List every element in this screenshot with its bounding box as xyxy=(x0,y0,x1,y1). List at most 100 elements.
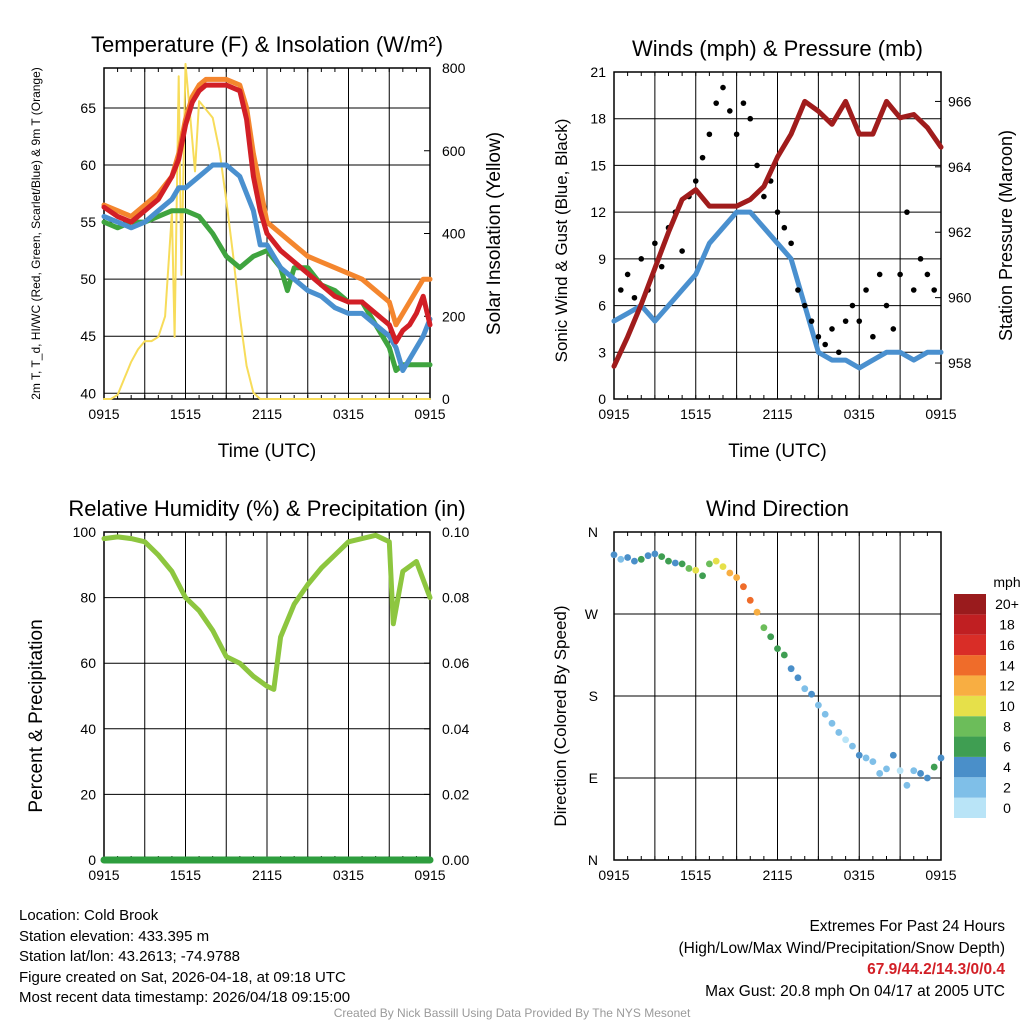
direction-point xyxy=(671,559,679,567)
direction-point xyxy=(794,674,802,682)
y-tick-label: 18 xyxy=(590,111,606,127)
gust-point xyxy=(924,271,931,278)
y-axis-label: 2m T, T_d, HI/WC (Red, Green, Scarlet/Bl… xyxy=(29,67,43,400)
gust-point xyxy=(849,302,856,309)
y-right-tick-label: 0.02 xyxy=(442,786,469,802)
colorbar-swatch xyxy=(954,614,986,635)
y-right-axis-label: Station Pressure (Maroon) xyxy=(996,130,1016,341)
y-tick-label: 60 xyxy=(80,157,96,173)
extremes-info: Extremes For Past 24 Hours (High/Low/Max… xyxy=(679,916,1006,1002)
direction-point xyxy=(814,701,822,709)
y-right-axis-label: Solar Insolation (Yellow) xyxy=(484,132,505,335)
y-tick-label: E xyxy=(589,770,598,786)
direction-point xyxy=(692,566,700,574)
direction-point xyxy=(808,690,815,698)
direction-point xyxy=(617,555,625,563)
gust-point xyxy=(713,100,719,106)
y-tick-label: N xyxy=(588,852,598,868)
panel-3: 0915 1515 2115 0315 0915 Relative Humidity (%… xyxy=(26,496,469,883)
x-tick-label: 0915 xyxy=(925,867,956,883)
gust-point xyxy=(631,294,638,301)
colorbar-label: 12 xyxy=(999,678,1015,694)
direction-point xyxy=(631,557,638,565)
x-tick-label: 2115 xyxy=(762,406,792,422)
location-text: Location: Cold Brook xyxy=(19,907,159,924)
colorbar-label: 16 xyxy=(999,637,1015,653)
gust-point xyxy=(658,263,665,270)
x-tick-label: 1515 xyxy=(680,867,711,883)
gust-point xyxy=(624,271,631,278)
direction-point xyxy=(917,770,924,777)
direction-point xyxy=(699,572,706,580)
y-tick-label: 21 xyxy=(590,64,606,80)
direction-point xyxy=(705,560,713,568)
station-info: Location: Cold Brook Station elevation: … xyxy=(19,906,350,1009)
y-tick-label: 100 xyxy=(73,524,97,540)
colorbar-swatch xyxy=(954,736,986,757)
y-axis-label: Percent & Precipitation xyxy=(26,619,47,812)
gust-point xyxy=(692,178,699,184)
direction-point xyxy=(876,770,884,777)
gust-point xyxy=(801,302,808,309)
wind-line xyxy=(611,209,944,371)
x-tick-label: 0315 xyxy=(333,406,364,422)
direction-point xyxy=(685,565,693,572)
gust-point xyxy=(876,271,883,278)
direction-point xyxy=(644,552,652,560)
gust-point xyxy=(890,326,897,332)
gust-point xyxy=(870,333,876,340)
gust-point xyxy=(883,302,890,309)
direction-point xyxy=(883,765,890,773)
colorbar-label: 2 xyxy=(1003,779,1011,795)
x-tick-label: 1515 xyxy=(170,867,201,883)
max-gust-text: Max Gust: 20.8 mph On 04/17 at 2005 UTC xyxy=(705,982,1005,1000)
y-right-tick-label: 800 xyxy=(442,60,466,76)
rh-line xyxy=(101,532,433,692)
gust-point xyxy=(931,287,937,293)
y-tick-label: 40 xyxy=(80,385,96,401)
direction-point xyxy=(624,554,632,561)
extremes-subtitle: (High/Low/Max Wind/Precipitation/Snow De… xyxy=(678,939,1006,957)
x-tick-label: 0915 xyxy=(598,867,629,883)
gust-point xyxy=(720,84,726,91)
chart-title: Relative Humidity (%) & Precipitation (i… xyxy=(68,496,465,521)
gust-point xyxy=(815,333,822,340)
elevation-text: Station elevation: 433.395 m xyxy=(19,927,210,945)
direction-point xyxy=(767,633,775,641)
x-tick-label: 2115 xyxy=(252,867,282,883)
colorbar-label: 4 xyxy=(1003,759,1011,775)
y-tick-label: 80 xyxy=(80,590,96,606)
pressure-line xyxy=(611,98,944,369)
chart-title: Temperature (F) & Insolation (W/m²) xyxy=(91,32,443,57)
direction-point xyxy=(760,624,768,632)
colorbar-title: mph xyxy=(993,574,1020,590)
y-tick-label: 0 xyxy=(598,391,606,407)
y-right-tick-label: 0 xyxy=(442,391,450,407)
gust-point xyxy=(679,248,685,254)
colorbar: mph 0 2 4 6 8 10 12 14 16 18 20+ xyxy=(954,574,1021,818)
direction-point xyxy=(842,736,850,744)
created-text: Figure created on Sat, 2026-04-18, at 09… xyxy=(19,968,346,986)
y-right-tick-label: 0.00 xyxy=(442,852,469,868)
y-tick-label: 40 xyxy=(80,721,96,737)
y-tick-label: 12 xyxy=(590,204,606,220)
y-right-tick-label: 960 xyxy=(948,290,972,306)
y-tick-label: 55 xyxy=(80,214,96,230)
y-right-tick-label: 0.04 xyxy=(442,721,469,737)
extremes-title: Extremes For Past 24 Hours xyxy=(809,918,1005,935)
direction-point xyxy=(678,560,686,568)
direction-point xyxy=(855,751,863,759)
direction-point xyxy=(746,596,754,604)
colorbar-swatch xyxy=(954,777,986,798)
gust-point xyxy=(822,341,828,348)
direction-point xyxy=(930,763,938,771)
y-tick-label: N xyxy=(588,524,598,540)
solar-line xyxy=(103,62,431,400)
direction-point xyxy=(712,557,720,565)
direction-point xyxy=(733,574,741,581)
colorbar-label: 20+ xyxy=(995,596,1019,612)
y-tick-label: 50 xyxy=(80,271,96,287)
y-tick-label: 65 xyxy=(80,100,96,116)
direction-point xyxy=(889,751,897,759)
